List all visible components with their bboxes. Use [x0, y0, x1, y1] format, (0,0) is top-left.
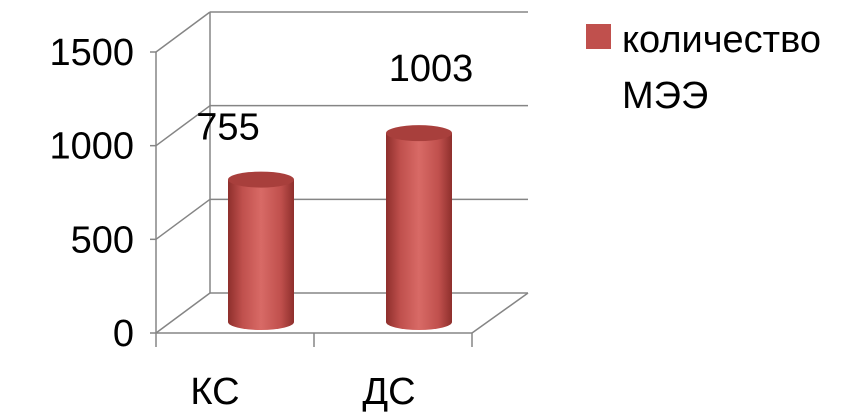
- bar-body: [228, 179, 294, 330]
- data-label: 1003: [389, 48, 474, 90]
- floor-right-edge: [471, 292, 529, 334]
- y-axis-ticks: 0 500 1000 1500: [49, 32, 134, 355]
- gridline-side: [155, 105, 211, 147]
- gridline-side: [155, 292, 211, 334]
- y-tick-label: 1000: [49, 126, 134, 168]
- legend-swatch: [586, 24, 611, 49]
- y-tick-label: 500: [71, 219, 134, 261]
- bar-КС: [228, 171, 294, 330]
- bar-ДС: [386, 125, 452, 330]
- bar-top: [228, 171, 294, 188]
- data-label: 755: [196, 107, 259, 149]
- gridline-side: [155, 198, 211, 240]
- x-axis-categories: КС ДС: [190, 371, 415, 413]
- bars: [228, 125, 452, 330]
- gridline-side: [155, 11, 211, 53]
- data-labels: 755 1003: [196, 48, 473, 148]
- legend-label: количество МЭЭ: [622, 19, 821, 117]
- category-label: ДС: [362, 371, 415, 413]
- y-tick-label: 0: [113, 313, 134, 355]
- bar-top: [386, 125, 452, 142]
- category-label: КС: [190, 371, 239, 413]
- bar-body: [386, 133, 452, 330]
- y-tick-label: 1500: [49, 32, 134, 74]
